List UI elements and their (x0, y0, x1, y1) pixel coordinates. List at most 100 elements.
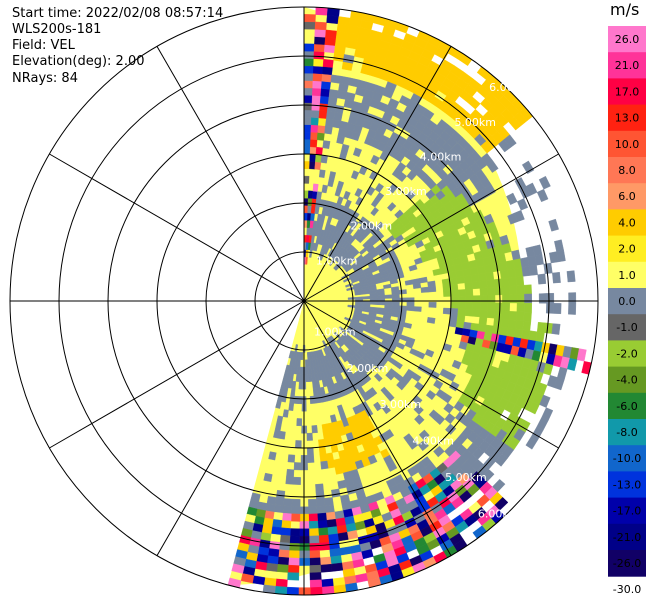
velocity-gate (507, 319, 517, 330)
velocity-gate (502, 294, 511, 304)
velocity-gate (303, 94, 313, 103)
velocity-gate (391, 293, 400, 299)
velocity-gate (403, 322, 413, 329)
colorbar-tick-label: -8.0 (616, 426, 637, 439)
velocity-gate (275, 400, 282, 409)
velocity-gate (317, 124, 326, 134)
velocity-gate (521, 266, 531, 277)
velocity-gate (312, 183, 319, 192)
velocity-gate (396, 381, 406, 391)
velocity-gate (515, 319, 524, 331)
velocity-gate (316, 498, 326, 507)
colorbar-swatch (608, 497, 646, 525)
velocity-gate (325, 511, 336, 521)
velocity-gate (387, 202, 397, 212)
velocity-gate (340, 354, 348, 363)
velocity-gate (443, 290, 452, 297)
colorbar-tick-label: 13.0 (615, 112, 640, 125)
velocity-gate (449, 283, 459, 291)
colorbar-swatch (608, 288, 646, 315)
velocity-gate (479, 302, 488, 311)
velocity-gate (369, 301, 378, 305)
velocity-gate (538, 175, 551, 190)
velocity-gate (309, 564, 322, 574)
velocity-data-layer (227, 6, 592, 596)
velocity-gate (316, 505, 327, 514)
velocity-gate (479, 280, 488, 289)
range-ring-label: 3.00km (385, 185, 427, 198)
velocity-gate (465, 302, 474, 310)
velocity-gate (509, 285, 518, 295)
velocity-gate (320, 563, 333, 573)
velocity-gate (312, 87, 322, 97)
velocity-gate (546, 292, 555, 304)
velocity-gate (319, 102, 329, 112)
velocity-gate (308, 528, 319, 537)
velocity-gate (485, 271, 495, 281)
velocity-gate (318, 110, 328, 119)
velocity-gate (417, 440, 429, 452)
velocity-gate (303, 205, 309, 214)
colorbar-tick-label: 21.0 (615, 59, 640, 72)
velocity-gate (464, 281, 473, 290)
velocity-gate (308, 506, 318, 515)
colorbar-tick-label: 2.0 (618, 243, 636, 256)
velocity-gate (516, 302, 525, 313)
velocity-gate (345, 91, 356, 102)
velocity-gate (322, 58, 334, 68)
velocity-gate (318, 438, 326, 448)
velocity-gate (493, 278, 503, 288)
colorbar-tick-label: -1.0 (616, 321, 637, 334)
velocity-gate (273, 429, 281, 439)
velocity-gate (486, 279, 495, 289)
azimuth-spoke (49, 153, 305, 302)
velocity-gate (352, 147, 362, 158)
velocity-gate (375, 221, 385, 231)
velocity-gate (312, 380, 317, 389)
velocity-gate (523, 311, 532, 322)
velocity-gate (331, 488, 341, 498)
velocity-gate (277, 556, 290, 566)
velocity-gate (326, 518, 337, 528)
velocity-gate (501, 286, 510, 296)
velocity-gate (553, 377, 565, 391)
range-ring-label: 5.00km (454, 116, 496, 129)
colorbar-swatch (608, 261, 646, 289)
velocity-gate (306, 432, 313, 441)
velocity-gate (494, 286, 503, 296)
velocity-gate (231, 563, 245, 574)
velocity-gate (449, 314, 458, 322)
velocity-gate (377, 294, 386, 299)
velocity-gate (303, 14, 316, 23)
range-ring-label: 3.00km (380, 398, 422, 411)
velocity-gate (487, 294, 496, 304)
velocity-gate (303, 117, 312, 125)
velocity-gate (324, 37, 337, 46)
velocity-gate (427, 285, 437, 293)
velocity-gate (289, 535, 300, 544)
velocity-gate (312, 65, 324, 75)
velocity-gate (271, 519, 283, 528)
velocity-gate (274, 497, 285, 507)
velocity-gate (458, 295, 466, 303)
velocity-gate (290, 513, 301, 522)
colorbar-swatch (608, 104, 646, 132)
velocity-gate (295, 440, 302, 449)
velocity-gate (472, 302, 481, 311)
velocity-gate (457, 308, 466, 316)
velocity-gate (289, 528, 300, 537)
velocity-gate (456, 314, 466, 323)
velocity-gate (315, 146, 323, 156)
velocity-gate (406, 301, 415, 307)
velocity-gate (449, 277, 458, 285)
velocity-gate (377, 301, 386, 306)
velocity-gate (311, 102, 321, 111)
velocity-gate (310, 117, 320, 126)
velocity-gate (303, 175, 310, 184)
azimuth-spoke (303, 300, 452, 556)
azimuth-spoke (156, 46, 305, 302)
velocity-gate (303, 139, 311, 148)
colorbar-swatch (608, 78, 646, 106)
velocity-gate (273, 504, 284, 514)
velocity-gate (503, 134, 517, 148)
